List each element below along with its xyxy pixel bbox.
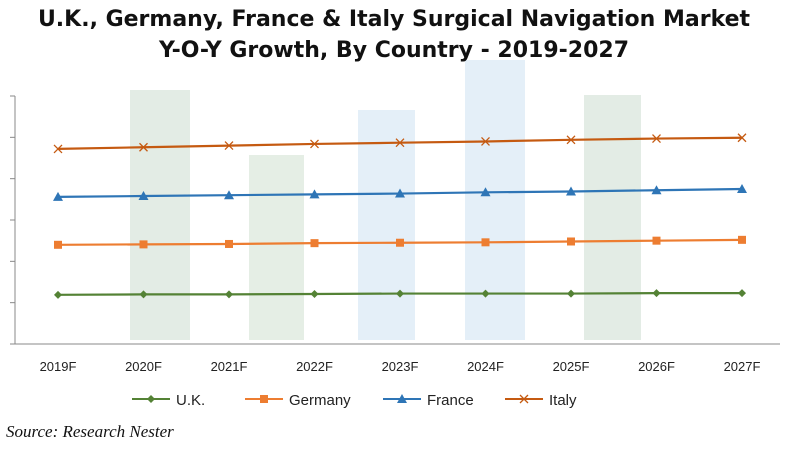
data-point (224, 190, 234, 200)
data-point (54, 290, 62, 299)
data-point (480, 187, 491, 197)
legend-label: U.K. (176, 392, 205, 409)
data-point (395, 138, 405, 148)
data-point (566, 135, 576, 145)
watermark-bar (465, 60, 525, 340)
x-tick-label: 2021F (211, 359, 248, 374)
data-point (53, 191, 63, 201)
data-point (54, 240, 62, 249)
watermark-bar (249, 155, 304, 340)
legend-item: U.K. (132, 392, 205, 409)
chart-title: U.K., Germany, France & Italy Surgical N… (0, 4, 788, 66)
data-point (139, 240, 148, 249)
legend-item: Germany (245, 392, 351, 409)
legend-item: Italy (505, 392, 577, 409)
data-point (652, 236, 661, 245)
watermark-bar (584, 95, 641, 340)
x-tick-label: 2019F (40, 359, 77, 374)
data-point (738, 289, 746, 298)
series-france (53, 184, 747, 201)
data-point (737, 133, 747, 143)
data-point (481, 137, 490, 146)
data-point (310, 239, 319, 248)
data-point (652, 134, 661, 144)
data-point (396, 289, 404, 298)
legend-marker (397, 394, 407, 403)
series-italy (53, 133, 747, 154)
watermark-bar (130, 90, 190, 340)
x-tick-label: 2022F (296, 359, 333, 374)
x-tick-label: 2026F (638, 359, 675, 374)
data-point (225, 239, 233, 248)
data-point (225, 290, 233, 299)
data-point (139, 290, 148, 299)
legend-marker (147, 395, 155, 403)
data-point (310, 289, 319, 298)
data-point (138, 191, 149, 201)
x-tick-label: 2023F (382, 359, 419, 374)
data-point (481, 238, 490, 247)
legend-marker (519, 394, 529, 404)
watermark-bar (358, 110, 415, 340)
title-line-2: Y-O-Y Growth, By Country - 2019-2027 (158, 38, 630, 63)
x-tick-label: 2027F (724, 359, 761, 374)
legend-label: France (427, 392, 474, 409)
data-point (567, 237, 575, 246)
data-point (738, 235, 746, 244)
data-point (395, 188, 405, 198)
x-tick-label: 2025F (553, 359, 590, 374)
x-tick-label: 2024F (467, 359, 504, 374)
data-point (481, 289, 490, 298)
data-point (139, 142, 148, 152)
source-note: Source: Research Nester (6, 422, 174, 441)
data-point (566, 186, 576, 196)
data-point (310, 139, 319, 149)
data-point (737, 184, 747, 193)
data-point (567, 289, 575, 298)
legend-label: Italy (549, 392, 577, 409)
data-point (396, 238, 404, 247)
data-point (651, 185, 662, 195)
title-line-1: U.K., Germany, France & Italy Surgical N… (37, 7, 751, 32)
legend-marker (260, 395, 268, 403)
data-point (652, 289, 661, 298)
x-tick-label: 2020F (125, 359, 162, 374)
data-point (53, 144, 63, 154)
series-germany (54, 235, 746, 249)
legend-label: Germany (289, 392, 351, 409)
data-point (224, 141, 234, 151)
data-point (309, 189, 320, 199)
series-uk (54, 289, 746, 299)
legend-item: France (383, 392, 474, 409)
